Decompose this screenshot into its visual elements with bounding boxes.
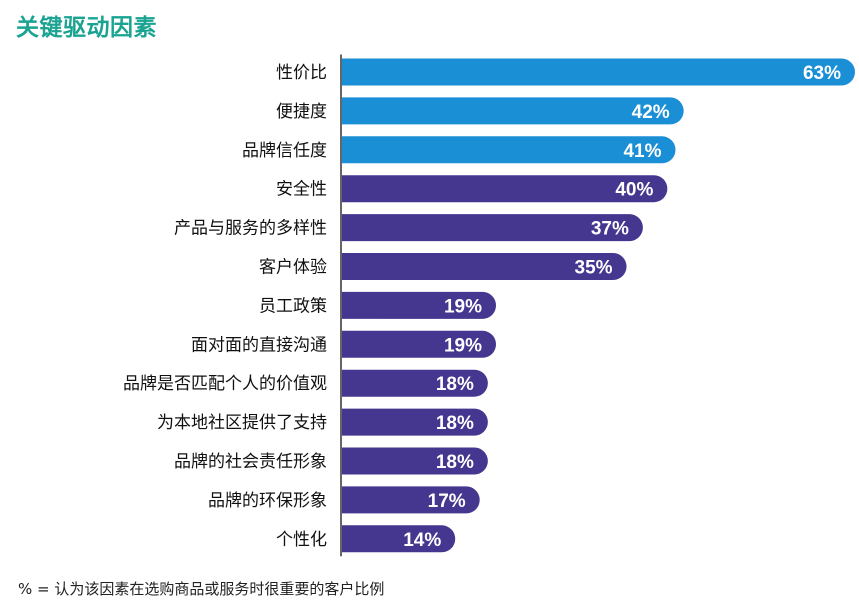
bar: [342, 291, 497, 319]
chart-footnote: % = 认为该因素在选购商品或服务时很重要的客户比例: [18, 580, 385, 598]
bar-value-label: 19%: [444, 296, 482, 317]
category-label: 客户体验: [259, 258, 327, 278]
bar: [342, 525, 456, 553]
bar: [342, 253, 627, 280]
category-label: 便捷度: [276, 102, 327, 122]
category-label: 品牌信任度: [242, 141, 327, 161]
bar-value-label: 19%: [444, 335, 482, 356]
category-label: 为本地社区提供了支持: [157, 413, 327, 433]
bar: [342, 369, 488, 397]
category-label: 面对面的直接沟通: [191, 335, 327, 355]
bar-value-label: 37%: [591, 219, 629, 240]
chart-title: 关键驱动因素: [16, 15, 157, 41]
bar-value-label: 18%: [436, 413, 474, 434]
bar: [342, 330, 497, 358]
bar-value-label: 14%: [403, 530, 441, 551]
bar-value-label: 18%: [436, 452, 474, 473]
bar-value-label: 18%: [436, 374, 474, 395]
category-label: 员工政策: [259, 296, 327, 316]
bar: [342, 175, 668, 203]
category-label: 性价比: [276, 63, 327, 83]
bar-value-label: 42%: [632, 102, 670, 123]
bar-value-label: 41%: [623, 141, 661, 162]
bar-value-label: 35%: [575, 258, 613, 279]
category-label: 品牌的环保形象: [208, 491, 327, 511]
category-label: 品牌是否匹配个人的价值观: [123, 374, 327, 394]
bar-value-label: 63%: [803, 63, 841, 84]
bar: [342, 408, 488, 436]
bar: [342, 447, 488, 475]
bar: [342, 97, 684, 125]
bar: [342, 486, 480, 514]
bar: [342, 58, 855, 86]
category-label: 品牌的社会责任形象: [174, 452, 327, 472]
category-label: 个性化: [276, 530, 327, 550]
bar: [342, 214, 643, 242]
bar-value-label: 17%: [428, 491, 466, 512]
bar: [342, 136, 676, 164]
category-label: 产品与服务的多样性: [174, 219, 327, 239]
bar-value-label: 40%: [615, 180, 653, 201]
bar-chart: 性价比 63% 便捷度 42% 品牌信任度 41% 安全性 40% 产品与服务的多样性 37% 客户…: [123, 54, 855, 557]
category-label: 安全性: [276, 180, 327, 200]
